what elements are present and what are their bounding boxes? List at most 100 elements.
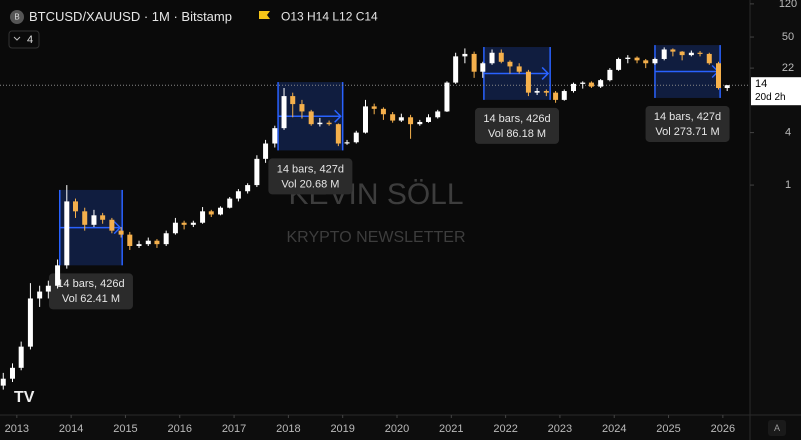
flag-icon[interactable] — [259, 11, 270, 19]
candle-body — [72, 201, 78, 212]
x-tick-label: 2022 — [493, 423, 517, 435]
x-tick-label: 2018 — [276, 423, 300, 435]
candle-body — [263, 143, 269, 159]
candle-body — [145, 240, 151, 245]
candle-body — [498, 52, 504, 62]
candle-body — [272, 128, 278, 144]
range-label-box — [268, 158, 353, 195]
chart-title[interactable]: BTCUSD/XAUUSD · 1M · Bitstamp — [29, 9, 232, 24]
x-tick-label: 2021 — [439, 423, 463, 435]
range-label: 14 bars, 427d — [654, 111, 721, 123]
range-volume: Vol 86.18 M — [488, 128, 546, 140]
candle-body — [136, 244, 142, 246]
candle-body — [697, 52, 703, 54]
candle-body — [299, 104, 305, 112]
candle-body — [118, 230, 124, 235]
candle-body — [326, 122, 332, 125]
range-label-box — [48, 273, 133, 310]
x-tick-label: 2020 — [385, 423, 409, 435]
candle-body — [82, 211, 88, 225]
range-label: 14 bars, 426d — [483, 113, 550, 125]
auto-button[interactable] — [768, 420, 786, 436]
candle-body — [308, 111, 314, 125]
candle-body — [18, 346, 24, 368]
candle-body — [425, 117, 431, 122]
candle-body — [27, 298, 33, 347]
x-tick-label: 2016 — [168, 423, 192, 435]
countdown: 20d 2h — [755, 92, 786, 103]
y-tick-label: 22 — [782, 62, 794, 74]
candle-body — [435, 111, 441, 118]
symbol-icon-letter: B — [14, 13, 19, 22]
indicator-count: 4 — [27, 34, 33, 46]
candle-body — [317, 122, 323, 125]
y-tick-label: 1 — [785, 179, 791, 191]
candle-body — [580, 82, 586, 84]
candle-body — [489, 52, 495, 64]
candle-body — [335, 124, 341, 144]
candle-body — [208, 211, 214, 215]
y-tick-label: 4 — [785, 127, 791, 139]
candle-body — [679, 51, 685, 56]
x-tick-label: 2025 — [656, 423, 680, 435]
indicator-toggle[interactable] — [8, 30, 40, 49]
x-tick-label: 2024 — [602, 423, 626, 435]
candle-body — [390, 114, 396, 121]
candle-body — [181, 222, 187, 225]
candle-body — [706, 53, 712, 64]
candle-body — [688, 52, 694, 56]
candle-body — [588, 82, 594, 87]
candle-body — [570, 83, 576, 92]
x-tick-label: 2017 — [222, 423, 246, 435]
candle-body — [534, 91, 540, 93]
range-volume: Vol 273.71 M — [655, 126, 719, 138]
range-label: 14 bars, 427d — [277, 163, 344, 175]
range-label: 14 bars, 426d — [57, 278, 124, 290]
x-tick-label: 2013 — [5, 423, 29, 435]
candle-body — [109, 219, 115, 231]
candle-body — [724, 85, 730, 89]
candle-body — [462, 53, 468, 57]
candle-body — [235, 191, 241, 199]
ohlc-legend: O13 H14 L12 C14 — [281, 10, 378, 24]
candle-body — [553, 92, 559, 100]
candle-body — [163, 233, 169, 245]
price-tag — [751, 77, 801, 106]
range-arrow — [483, 66, 550, 80]
candle-body — [516, 66, 522, 72]
candle-body — [100, 215, 106, 220]
candle-body — [371, 106, 377, 109]
candle-body — [625, 57, 631, 59]
candle-body — [154, 240, 160, 245]
candle-body — [290, 96, 296, 105]
symbol-icon[interactable] — [10, 10, 24, 24]
candle-body — [634, 57, 640, 61]
range-label-box — [475, 107, 560, 144]
candle-body — [616, 58, 622, 70]
candle-body — [9, 367, 15, 379]
candle-body — [254, 158, 260, 186]
candle-body — [353, 132, 359, 143]
candle-body — [55, 265, 61, 286]
price-tag-label: 14 — [755, 78, 767, 90]
candle-body — [453, 56, 459, 83]
candle-body — [652, 58, 658, 64]
candle-body — [227, 198, 233, 208]
tv-logo[interactable]: TV — [14, 389, 35, 406]
candle-body — [91, 215, 97, 225]
candle-body — [643, 60, 649, 64]
candle-body — [37, 291, 43, 299]
range-volume: Vol 20.68 M — [281, 178, 339, 190]
watermark-subtitle: KRYPTO NEWSLETTER — [287, 229, 466, 246]
candle-body — [408, 117, 414, 125]
x-tick-label: 2014 — [59, 423, 83, 435]
candle-body — [380, 108, 386, 115]
x-tick-label: 2023 — [548, 423, 572, 435]
candle-body — [362, 106, 368, 133]
candle-body — [281, 96, 287, 129]
candle-body — [543, 91, 549, 93]
auto-button-label: A — [774, 423, 780, 433]
chevron-icon — [13, 36, 21, 41]
